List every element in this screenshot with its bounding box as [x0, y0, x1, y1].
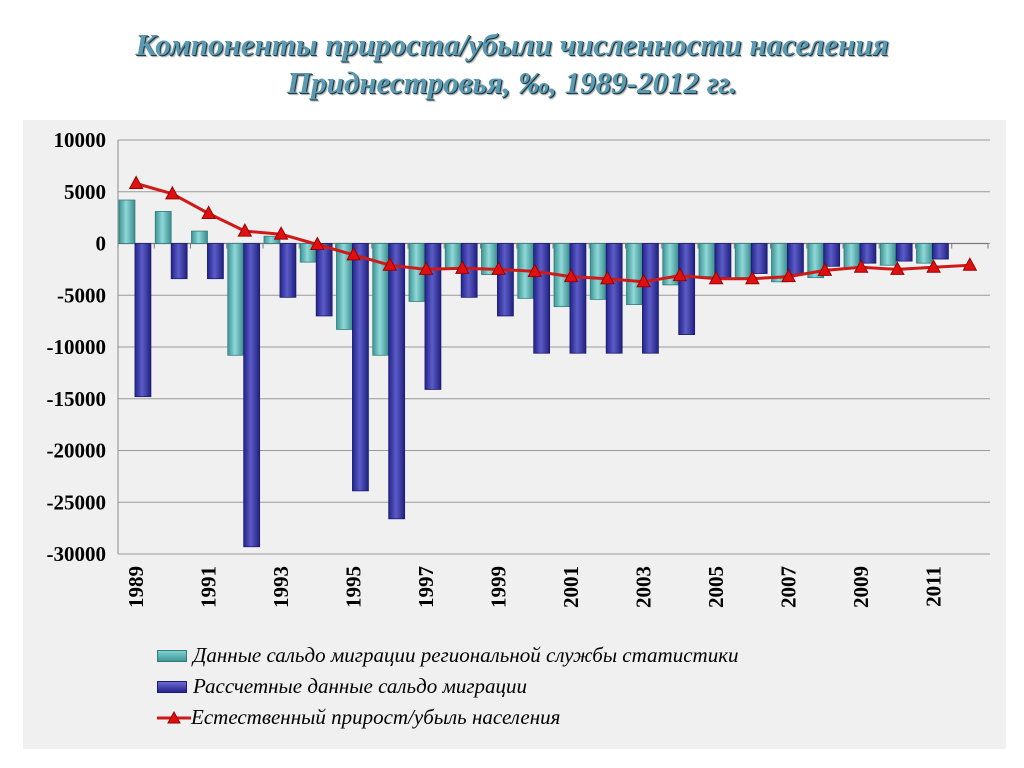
line-marker-1990 — [165, 185, 180, 200]
bar-teal-1992 — [227, 243, 245, 356]
bar-teal-2011 — [916, 243, 933, 264]
y-tick-label: -25000 — [47, 490, 107, 514]
line-marker-2001 — [563, 268, 579, 283]
line-marker-1996 — [382, 257, 398, 271]
line-marker-2004 — [672, 267, 688, 282]
legend-item-teal-series: Данные сальдо миграции региональной служ… — [157, 640, 937, 671]
legend-item-blue-series: Рассчетные данные сальдо миграции — [157, 671, 937, 702]
chart-panel: 10000 5000 0 -5000 -10000 -15000 -20000 -25000 -… — [23, 120, 1006, 749]
legend-label-blue: Рассчетные данные сальдо миграции — [193, 674, 528, 698]
x-tick-label: 1999 — [487, 566, 511, 608]
bar-blue-1990 — [170, 243, 188, 280]
x-tick-label: 1993 — [269, 566, 293, 608]
x-tick-label: 2009 — [849, 566, 873, 608]
bar-blue-1996 — [388, 243, 406, 520]
chart-title-line-2: Приднестровья, ‰, 1989-2012 гг. — [287, 65, 737, 100]
line-marker-1998 — [455, 260, 470, 274]
bar-blue-2008 — [823, 243, 841, 267]
chart-plot: 10000 5000 0 -5000 -10000 -15000 -20000 -25000 -… — [47, 128, 990, 608]
line-marker-2002 — [600, 270, 615, 285]
line-marker-2005 — [708, 270, 724, 285]
line-marker-1997 — [418, 261, 434, 275]
y-tick-label: 0 — [96, 232, 107, 256]
x-tick-label: 2001 — [559, 566, 583, 608]
chart-title: Компоненты прироста/убыли численности на… — [0, 26, 1024, 102]
x-tick-label: 2003 — [632, 566, 656, 608]
bar-teal-2010 — [879, 243, 897, 266]
legend-label-line: Естественный прирост/убыль населения — [191, 705, 561, 729]
bar-teal-2002 — [589, 243, 607, 300]
bar-blue-2004 — [678, 243, 696, 335]
bar-blue-2009 — [859, 243, 877, 264]
x-tick-label: 2007 — [777, 566, 801, 608]
bar-blue-2005 — [714, 243, 732, 279]
bar-blue-1989 — [134, 243, 152, 398]
line-marker-2007 — [781, 268, 796, 283]
bar-blue-2001 — [569, 243, 587, 354]
y-tick-label: -20000 — [47, 439, 107, 463]
legend-item-line-series: Естественный прирост/убыль населения — [157, 702, 937, 733]
x-tick-label: 2011 — [922, 566, 946, 607]
legend-swatch-blue — [157, 680, 187, 693]
line-marker-1993 — [273, 226, 289, 240]
line-marker-2012 — [962, 257, 978, 271]
bar-blue-2011 — [932, 243, 949, 260]
x-tick-label: 2005 — [704, 566, 728, 608]
x-tick-label: 1989 — [124, 566, 148, 608]
bar-blue-1991 — [207, 243, 224, 280]
line-marker-2003 — [636, 273, 651, 288]
line-marker-1999 — [491, 261, 506, 275]
x-tick-label: 1997 — [414, 566, 438, 608]
y-tick-label: 10000 — [54, 128, 107, 152]
legend-swatch-line — [157, 710, 191, 723]
bar-blue-1993 — [279, 243, 297, 298]
chart-title-line-1: Компоненты прироста/убыли численности на… — [135, 27, 889, 62]
line-marker-2011 — [926, 259, 941, 273]
bar-blue-2000 — [533, 243, 551, 354]
bar-blue-2006 — [750, 243, 768, 274]
y-tick-label: -10000 — [47, 335, 107, 359]
y-tick-label: -15000 — [47, 387, 107, 411]
bar-teal-1991 — [191, 230, 208, 244]
bar-blue-1999 — [497, 243, 514, 317]
y-tick-label: -5000 — [57, 283, 106, 307]
y-tick-label: -30000 — [47, 542, 107, 566]
legend-label-teal: Данные сальдо миграции региональной служ… — [193, 643, 739, 667]
bar-blue-2002 — [605, 243, 623, 354]
line-marker-1994 — [310, 236, 325, 251]
bar-teal-1990 — [154, 211, 172, 244]
bar-blue-2010 — [895, 243, 913, 262]
bar-teal-2006 — [734, 243, 752, 279]
bar-blue-2007 — [787, 243, 804, 275]
line-marker-2006 — [745, 270, 760, 285]
bar-blue-2003 — [642, 243, 659, 354]
bar-teal-2005 — [698, 243, 716, 278]
bar-teal-2009 — [843, 243, 861, 269]
line-marker-2010 — [890, 261, 905, 275]
line-marker-1995 — [346, 246, 361, 261]
bar-teal-1998 — [444, 243, 462, 269]
bar-blue-1997 — [424, 243, 442, 390]
line-marker-2000 — [527, 263, 543, 277]
line-marker-1989 — [128, 175, 144, 189]
bar-blue-1992 — [243, 243, 261, 548]
bar-teal-1993 — [263, 235, 281, 244]
chart-legend: Данные сальдо миграции региональной служ… — [157, 640, 937, 733]
line-marker-1992 — [237, 223, 253, 237]
line-marker-1991 — [201, 205, 216, 219]
bar-blue-1994 — [315, 243, 333, 317]
x-tick-label: 1991 — [197, 566, 221, 608]
legend-swatch-teal — [157, 649, 187, 662]
line-marker-2008 — [817, 262, 833, 276]
bar-teal-1989 — [118, 199, 136, 244]
line-marker-2009 — [853, 259, 869, 273]
y-tick-label: 5000 — [64, 180, 106, 204]
x-tick-label: 1995 — [342, 566, 366, 608]
line-natural-growth — [135, 182, 970, 284]
bar-teal-2003 — [626, 243, 643, 305]
bar-blue-1995 — [352, 243, 369, 492]
